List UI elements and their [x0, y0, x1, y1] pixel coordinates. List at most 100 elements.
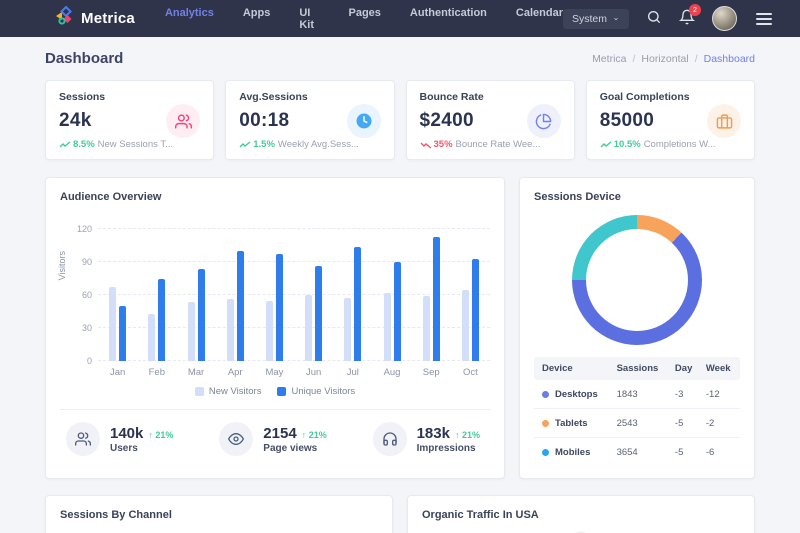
bar-group-feb[interactable]: [137, 229, 176, 361]
device-table-body: Desktops1843-3-12Tablets2543-5-2Mobiles3…: [534, 380, 740, 466]
donut-hole: [586, 229, 688, 331]
brand[interactable]: Metrica: [54, 6, 135, 31]
table-row[interactable]: Mobiles3654-5-6: [534, 438, 740, 467]
nav-item-pages[interactable]: Pages: [348, 7, 380, 31]
y-axis-tick: 30: [70, 323, 92, 333]
x-axis-tick: Sep: [412, 367, 451, 378]
stat-cards-row: Sessions 24k 8.5% New Sessions T... Avg.…: [45, 80, 755, 160]
legend-item[interactable]: New Visitors: [195, 386, 262, 397]
y-axis-tick: 60: [70, 290, 92, 300]
legend-swatch-icon: [277, 387, 286, 396]
bar[interactable]: [354, 247, 361, 361]
nav-menu: Analytics Apps UI Kit Pages Authentication Ca…: [165, 7, 563, 31]
hamburger-icon: [756, 13, 772, 15]
pie-chart-icon: [527, 104, 561, 138]
stat-desc: Completions W...: [644, 139, 716, 150]
bar[interactable]: [109, 287, 116, 361]
x-axis-tick: Jan: [98, 367, 137, 378]
overview-stat-pageviews: 2154 ↑ 21% Page views: [219, 422, 326, 456]
eye-icon: [219, 422, 253, 456]
device-dot-icon: [542, 449, 549, 456]
bar[interactable]: [433, 237, 440, 361]
table-row[interactable]: Tablets2543-5-2: [534, 409, 740, 438]
overview-stat-users: 140k ↑ 21% Users: [66, 422, 173, 456]
audience-overview-title: Audience Overview: [60, 191, 490, 203]
bar-group-jun[interactable]: [294, 229, 333, 361]
audience-chart-legend: New Visitors Unique Visitors: [60, 386, 490, 397]
breadcrumb-item[interactable]: Horizontal: [641, 53, 688, 65]
menu-toggle-button[interactable]: [754, 11, 774, 27]
bar[interactable]: [344, 298, 351, 361]
bar[interactable]: [472, 259, 479, 361]
bar[interactable]: [266, 301, 273, 362]
bar[interactable]: [315, 266, 322, 361]
user-avatar[interactable]: [712, 6, 737, 31]
audience-plot: 0306090120: [98, 229, 490, 361]
search-button[interactable]: [646, 9, 662, 28]
briefcase-icon: [707, 104, 741, 138]
bar-group-sep[interactable]: [412, 229, 451, 361]
breadcrumb-separator: /: [695, 53, 698, 65]
bar[interactable]: [423, 296, 430, 361]
organic-traffic-title: Organic Traffic In USA: [422, 509, 740, 521]
stat-desc: New Sessions T...: [98, 139, 173, 150]
table-cell: -12: [701, 380, 740, 409]
bar[interactable]: [394, 262, 401, 361]
table-row[interactable]: Desktops1843-3-12: [534, 380, 740, 409]
overview-footer-stats: 140k ↑ 21% Users 2154 ↑ 21% Page views: [60, 409, 490, 458]
bar[interactable]: [276, 254, 283, 361]
table-column-header: Day: [670, 357, 701, 380]
bar[interactable]: [158, 279, 165, 362]
breadcrumb-item[interactable]: Metrica: [592, 53, 626, 65]
stat-value: 24k: [59, 110, 92, 132]
bar[interactable]: [198, 269, 205, 361]
nav-item-analytics[interactable]: Analytics: [165, 7, 214, 31]
bar[interactable]: [384, 293, 391, 361]
bar-group-may[interactable]: [255, 229, 294, 361]
nav-item-apps[interactable]: Apps: [243, 7, 271, 31]
bar[interactable]: [237, 251, 244, 361]
x-axis-tick: Aug: [372, 367, 411, 378]
y-axis-label: Visitors: [57, 251, 67, 280]
table-column-header: Device: [534, 357, 612, 380]
sessions-device-title: Sessions Device: [534, 191, 740, 203]
breadcrumb-separator: /: [633, 53, 636, 65]
y-axis-tick: 120: [70, 224, 92, 234]
bar-group-aug[interactable]: [372, 229, 411, 361]
x-axis-tick: Jul: [333, 367, 372, 378]
trend-up-icon: [600, 141, 612, 149]
nav-item-authentication[interactable]: Authentication: [410, 7, 487, 31]
arrow-up-icon: ↑: [148, 430, 153, 440]
device-table: DeviceSassionsDayWeek Desktops1843-3-12T…: [534, 357, 740, 466]
y-axis-tick: 90: [70, 257, 92, 267]
stat-desc: Weekly Avg.Sess...: [278, 139, 359, 150]
bar[interactable]: [119, 306, 126, 361]
bar[interactable]: [227, 299, 234, 361]
table-column-header: Week: [701, 357, 740, 380]
nav-item-ui-kit[interactable]: UI Kit: [299, 7, 319, 31]
brand-name: Metrica: [81, 10, 135, 27]
stat-title: Sessions: [59, 91, 200, 103]
device-dot-icon: [542, 420, 549, 427]
system-dropdown[interactable]: System: [563, 9, 629, 29]
bar[interactable]: [305, 295, 312, 361]
stat-card-bounce-rate: Bounce Rate $2400 35% Bounce Rate Wee...: [406, 80, 575, 160]
top-navbar: Metrica Analytics Apps UI Kit Pages Authenti…: [0, 0, 800, 37]
audience-overview-chart: Visitors 0306090120: [60, 229, 490, 361]
legend-item[interactable]: Unique Visitors: [277, 386, 355, 397]
bar-group-oct[interactable]: [451, 229, 490, 361]
table-cell: -6: [701, 438, 740, 467]
bar[interactable]: [148, 314, 155, 361]
x-axis-tick: Oct: [451, 367, 490, 378]
bar-group-mar[interactable]: [176, 229, 215, 361]
notifications-button[interactable]: 2: [679, 9, 695, 28]
bar[interactable]: [188, 302, 195, 361]
table-cell: -5: [670, 438, 701, 467]
users-icon: [166, 104, 200, 138]
bar[interactable]: [462, 290, 469, 362]
bar-group-jul[interactable]: [333, 229, 372, 361]
nav-item-calendar[interactable]: Calendar: [516, 7, 563, 31]
audience-overview-card: Audience Overview Visitors 0306090120 Ja…: [45, 177, 505, 479]
bar-group-jan[interactable]: [98, 229, 137, 361]
bar-group-apr[interactable]: [216, 229, 255, 361]
